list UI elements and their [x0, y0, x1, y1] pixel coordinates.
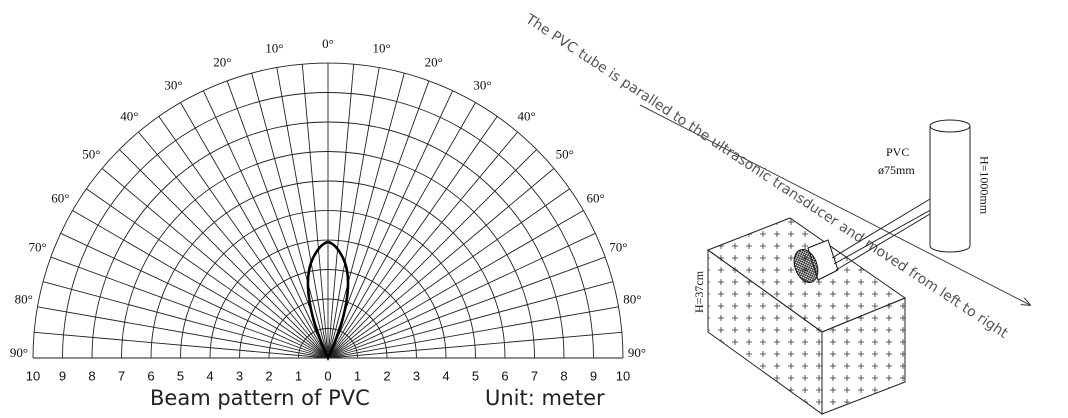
radial-line [34, 331, 329, 359]
angle-label: 90° [628, 345, 646, 360]
radial-line [327, 64, 355, 359]
angle-label: 70° [29, 239, 47, 254]
angle-label: 80° [15, 291, 33, 306]
distance-label: 6 [501, 368, 508, 383]
radial-line [327, 102, 476, 359]
box-height: H=37cm [692, 270, 706, 313]
angle-label: 70° [609, 239, 627, 254]
distance-label: 1 [295, 368, 302, 383]
radial-line [72, 210, 329, 359]
distance-label: 8 [560, 368, 567, 383]
unit-label: Unit: meter [485, 386, 605, 410]
angle-label: 30° [164, 77, 182, 92]
distance-label: 10 [26, 368, 40, 383]
radial-line [327, 149, 537, 359]
angle-label: 20° [425, 55, 443, 70]
angle-label: 90° [10, 345, 28, 360]
radial-line [180, 102, 329, 359]
angle-label: 0° [322, 36, 334, 51]
distance-label: 5 [472, 368, 479, 383]
angle-label: 50° [556, 146, 574, 161]
distance-label: 7 [118, 368, 125, 383]
radial-line [42, 281, 329, 359]
beam-pattern [306, 240, 350, 362]
angle-label: 40° [120, 108, 138, 123]
radial-line [327, 331, 622, 359]
angle-label: 10° [265, 41, 283, 56]
radial-line [251, 72, 329, 359]
radial-line [327, 306, 619, 359]
radial-line [60, 232, 329, 359]
distance-label: 3 [236, 368, 243, 383]
angle-label: 20° [213, 55, 231, 70]
caption: Beam pattern of PVC [150, 386, 370, 410]
radial-line [327, 256, 606, 359]
distance-label: 9 [590, 368, 597, 383]
radial-line [119, 149, 329, 359]
angle-label: 60° [51, 190, 69, 205]
radial-line [86, 188, 329, 359]
radial-line [276, 67, 329, 359]
radial-line [101, 168, 329, 359]
distance-label: 3 [413, 368, 420, 383]
distance-label: 1 [354, 368, 361, 383]
angle-label: 60° [587, 190, 605, 205]
radial-line [202, 90, 329, 359]
angle-label: 50° [82, 146, 100, 161]
radial-line [50, 256, 329, 359]
angle-label: 30° [473, 77, 491, 92]
radial-line [327, 90, 454, 359]
tube-label: PVC [886, 145, 909, 159]
distance-label: 4 [206, 368, 213, 383]
radial-line [327, 116, 498, 359]
distance-label: 5 [177, 368, 184, 383]
distance-label: 2 [265, 368, 272, 383]
tube-diameter: ø75mm [878, 163, 915, 177]
radial-line [327, 281, 614, 359]
transducer [793, 239, 839, 283]
distance-label: 4 [442, 368, 449, 383]
radial-line [158, 116, 329, 359]
radial-line [327, 188, 570, 359]
pvc-tube [929, 119, 971, 253]
angle-label: 10° [373, 41, 391, 56]
distance-label: 8 [88, 368, 95, 383]
radial-line [327, 210, 584, 359]
motion-arrow [639, 104, 1030, 305]
radial-line [327, 67, 380, 359]
radial-line [37, 306, 329, 359]
polar-grid [32, 62, 624, 359]
radial-line [327, 232, 596, 359]
radial-line [327, 72, 405, 359]
radial-line [327, 168, 555, 359]
distance-label: 7 [531, 368, 538, 383]
tube-height: H=1000mm [977, 156, 991, 215]
distance-label: 9 [59, 368, 66, 383]
radial-line [301, 64, 329, 359]
angle-label: 80° [623, 291, 641, 306]
distance-label: 6 [147, 368, 154, 383]
radial-line [327, 131, 518, 359]
distance-label: 0 [324, 368, 331, 383]
angle-label: 40° [518, 108, 536, 123]
distance-label: 10 [616, 368, 630, 383]
radial-line [138, 131, 329, 359]
distance-label: 2 [383, 368, 390, 383]
